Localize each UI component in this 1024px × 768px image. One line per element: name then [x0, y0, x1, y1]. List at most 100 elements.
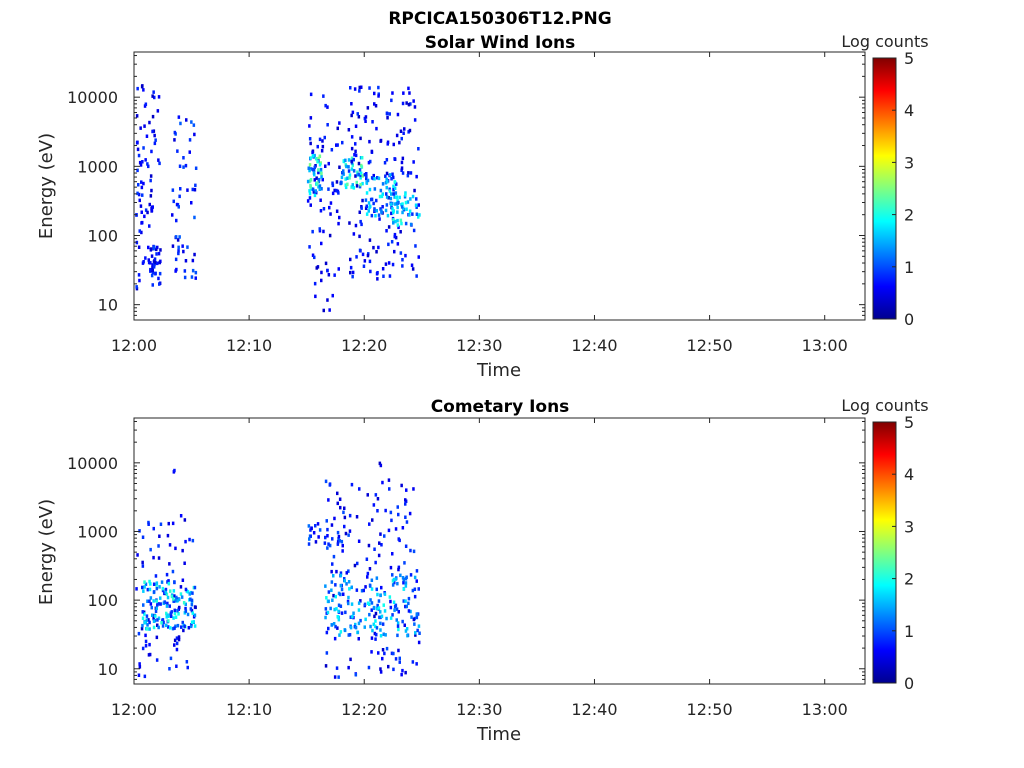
heatmap-cell	[339, 592, 342, 597]
heatmap-cell	[395, 182, 398, 186]
heatmap-cell	[377, 245, 380, 250]
heatmap-cell	[391, 613, 394, 617]
heatmap-cell	[346, 182, 349, 187]
heatmap-cell	[142, 181, 145, 186]
heatmap-cell	[145, 134, 149, 138]
heatmap-cell	[328, 205, 331, 210]
heatmap-cell	[322, 207, 326, 211]
y-axis: 10 100 1000 10000	[67, 55, 865, 321]
heatmap-cell	[179, 592, 183, 596]
colorbar-tick-label: 4	[904, 101, 914, 120]
heatmap-cell	[393, 608, 396, 612]
heatmap-cell	[408, 213, 411, 217]
heatmap-cell	[314, 189, 317, 193]
heatmap-cell	[415, 205, 418, 209]
heatmap-cell	[337, 221, 340, 226]
heatmap-cell	[374, 214, 377, 218]
heatmap-cell	[365, 176, 368, 181]
heatmap-cell	[373, 187, 377, 191]
heatmap-cell	[389, 202, 393, 207]
heatmap-cell	[375, 626, 379, 630]
heatmap-cell	[174, 615, 178, 619]
heatmap-cell	[149, 582, 152, 586]
heatmap-cell	[362, 264, 366, 268]
heatmap-cell	[411, 194, 415, 199]
heatmap-cells	[135, 461, 421, 679]
heatmap-cell	[159, 596, 162, 600]
heatmap-cell	[142, 589, 145, 593]
heatmap-cell	[387, 196, 390, 200]
heatmap-cell	[324, 607, 328, 611]
heatmap-cell	[404, 498, 407, 502]
heatmap-cell	[385, 158, 389, 162]
heatmap-cell	[148, 202, 151, 207]
heatmap-cell	[349, 657, 352, 662]
heatmap-cell	[326, 610, 330, 615]
heatmap-cell	[186, 245, 189, 249]
heatmap-cell	[384, 181, 388, 185]
heatmap-cell	[191, 268, 195, 273]
heatmap-cell	[374, 619, 377, 623]
heatmap-cell	[325, 651, 329, 655]
heatmap-cell	[315, 176, 318, 180]
heatmap-cell	[414, 203, 418, 207]
heatmap-cell	[407, 86, 410, 91]
heatmap-cell	[355, 588, 359, 592]
heatmap-cell	[336, 143, 339, 147]
colorbar-tick-label: 0	[904, 674, 914, 693]
heatmap-cell	[347, 665, 350, 670]
heatmap-cell	[151, 263, 154, 267]
heatmap-cell	[359, 182, 362, 187]
heatmap-cell	[351, 183, 354, 187]
heatmap-cell	[331, 598, 334, 602]
heatmap-cell	[404, 200, 408, 205]
heatmap-cell	[413, 575, 417, 580]
heatmap-cell	[173, 468, 176, 473]
heatmap-cell	[310, 187, 313, 191]
heatmap-cell	[349, 625, 353, 630]
heatmap-cell	[396, 505, 399, 509]
heatmap-cell	[358, 168, 362, 172]
heatmap-cell	[398, 140, 401, 145]
x-tick-label: 12:20	[341, 336, 387, 355]
heatmap-cell	[393, 195, 396, 199]
heatmap-cell	[172, 599, 175, 603]
heatmap-cell	[392, 577, 396, 582]
heatmap-cell	[182, 601, 186, 605]
heatmap-cell	[383, 651, 386, 656]
heatmap-cell	[404, 515, 407, 519]
heatmap-cell	[150, 273, 154, 278]
heatmap-cell	[392, 184, 395, 189]
heatmap-cell	[318, 227, 321, 231]
heatmap-cell	[405, 488, 408, 492]
heatmap-cell	[172, 616, 175, 620]
heatmap-cell	[141, 585, 144, 590]
heatmap-cell	[355, 515, 359, 519]
heatmap-cell	[366, 601, 370, 605]
heatmap-cell	[387, 528, 391, 533]
heatmap-cell	[307, 524, 311, 528]
heatmap-cell	[144, 102, 148, 106]
heatmap-cell	[352, 611, 355, 615]
heatmap-cell	[347, 601, 350, 606]
heatmap-cell	[141, 160, 144, 164]
heatmap-cell	[392, 218, 395, 222]
heatmap-cell	[342, 592, 345, 596]
heatmap-cell	[162, 620, 165, 625]
heatmap-cell	[151, 613, 154, 617]
heatmap-cell	[414, 244, 417, 248]
heatmap-cell	[370, 636, 374, 640]
heatmap-cell	[415, 662, 418, 666]
heatmap-cell	[324, 535, 327, 540]
heatmap-cell	[390, 240, 394, 244]
heatmap-cell	[140, 230, 143, 235]
heatmap-cell	[405, 207, 408, 211]
heatmap-cell	[179, 121, 182, 126]
heatmap-cell	[309, 185, 312, 189]
heatmap-cell	[332, 593, 335, 598]
heatmap-cell	[312, 190, 316, 194]
heatmap-cell	[308, 189, 311, 193]
heatmap-cell	[397, 648, 400, 653]
heatmap-cell	[191, 258, 195, 263]
heatmap-cell	[411, 267, 415, 271]
